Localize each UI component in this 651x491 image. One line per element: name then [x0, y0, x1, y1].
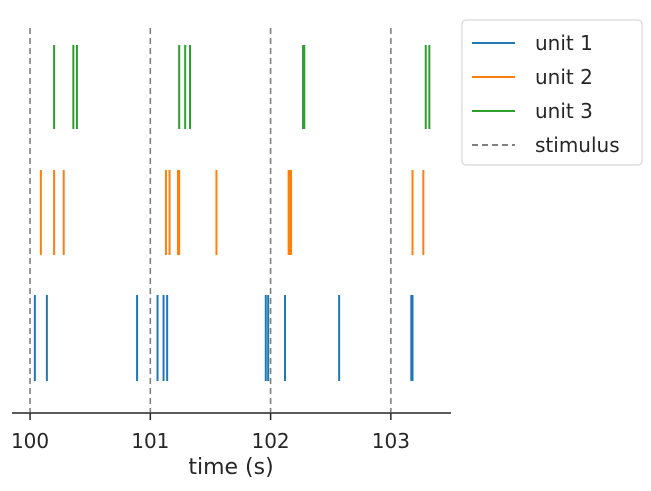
x-tick-label: 102: [251, 429, 289, 453]
legend: unit 1 unit 2 unit 3 stimulus: [461, 19, 643, 166]
x-axis: time (s) 100 101 102 103: [11, 412, 451, 480]
x-axis-label: time (s): [188, 455, 273, 480]
legend-item: unit 3: [472, 99, 593, 123]
legend-item: unit 1: [472, 31, 593, 55]
stimulus-lines: [29, 28, 392, 412]
legend-item: unit 2: [472, 65, 593, 89]
x-tick-label: 103: [372, 429, 410, 453]
spike-row: [33, 295, 414, 381]
spike-rows: [33, 45, 431, 381]
spike-row: [39, 170, 425, 255]
legend-frame: [461, 19, 643, 166]
legend-item: stimulus: [472, 133, 620, 157]
x-tick-label: 101: [131, 429, 169, 453]
x-tick-label: 100: [11, 429, 49, 453]
legend-label: unit 1: [535, 31, 593, 55]
legend-label: unit 2: [535, 65, 593, 89]
legend-label: stimulus: [535, 133, 620, 157]
spike-row: [53, 45, 431, 129]
legend-label: unit 3: [535, 99, 593, 123]
